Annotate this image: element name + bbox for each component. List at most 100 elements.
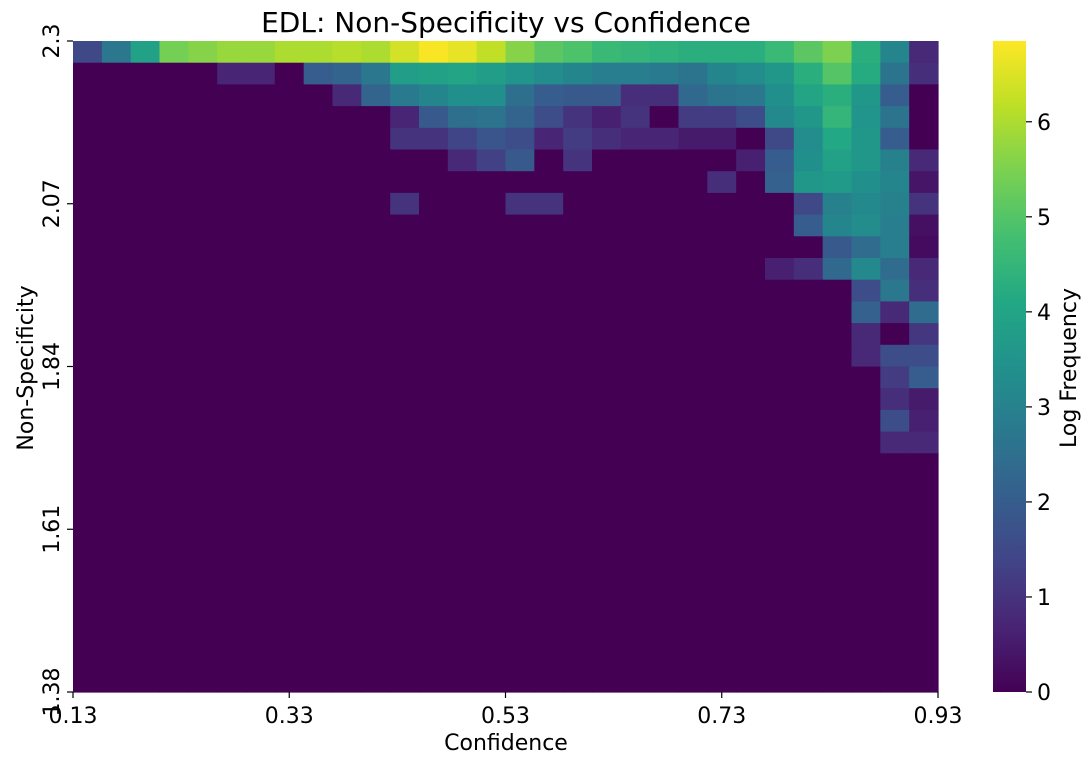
heatmap-cell bbox=[303, 453, 334, 476]
heatmap-cell bbox=[246, 496, 276, 519]
heatmap-cell bbox=[188, 279, 218, 302]
heatmap-cell bbox=[592, 475, 622, 498]
heatmap-cell bbox=[649, 84, 680, 107]
heatmap-cell bbox=[678, 431, 708, 454]
heatmap-cell bbox=[73, 171, 103, 194]
heatmap-cell bbox=[419, 127, 449, 151]
heatmap-cell bbox=[332, 431, 362, 454]
heatmap-cell bbox=[765, 301, 795, 324]
heatmap-cell bbox=[592, 279, 622, 302]
heatmap-cell bbox=[678, 214, 708, 237]
heatmap-cell bbox=[390, 431, 420, 454]
heatmap-cell bbox=[130, 192, 161, 216]
heatmap-cell bbox=[476, 84, 507, 107]
heatmap-cell bbox=[390, 388, 420, 411]
heatmap-cell bbox=[73, 323, 103, 346]
heatmap-cell bbox=[101, 475, 132, 498]
heatmap-cell bbox=[217, 583, 247, 606]
heatmap-cell bbox=[765, 496, 795, 519]
heatmap-cell bbox=[303, 214, 334, 237]
heatmap-cell bbox=[592, 626, 622, 650]
heatmap-cell bbox=[793, 301, 824, 324]
heatmap-cell bbox=[447, 496, 478, 519]
heatmap-cell bbox=[303, 149, 334, 172]
heatmap-cell bbox=[765, 475, 795, 498]
heatmap-cell bbox=[592, 323, 622, 346]
heatmap-cell bbox=[707, 258, 737, 281]
heatmap-cell bbox=[909, 518, 939, 541]
heatmap-cell bbox=[649, 583, 680, 606]
heatmap-cell bbox=[649, 192, 680, 216]
heatmap-cell bbox=[678, 236, 708, 259]
heatmap-cell bbox=[303, 388, 334, 411]
heatmap-cell bbox=[188, 561, 218, 585]
heatmap-cell bbox=[736, 258, 766, 281]
heatmap-cell bbox=[130, 127, 161, 151]
heatmap-cell bbox=[419, 192, 449, 216]
heatmap-cell bbox=[736, 561, 766, 585]
heatmap-cell bbox=[476, 106, 507, 129]
heatmap-cell bbox=[822, 496, 853, 519]
heatmap-cell bbox=[649, 648, 680, 671]
heatmap-cell bbox=[822, 41, 853, 64]
heatmap-cell bbox=[101, 106, 132, 129]
heatmap-cell bbox=[361, 84, 391, 107]
heatmap-cell bbox=[592, 670, 622, 693]
heatmap-cell bbox=[707, 323, 737, 346]
heatmap-cell bbox=[793, 431, 824, 454]
heatmap-cell bbox=[880, 409, 910, 433]
heatmap-cell bbox=[274, 279, 305, 302]
heatmap-cell bbox=[765, 84, 795, 107]
heatmap-cell bbox=[188, 670, 218, 693]
heatmap-cell bbox=[361, 171, 391, 194]
heatmap-cell bbox=[332, 62, 362, 85]
heatmap-cell bbox=[563, 84, 593, 107]
heatmap-cell bbox=[505, 561, 535, 585]
heatmap-cell bbox=[447, 366, 478, 389]
heatmap-cell bbox=[188, 171, 218, 194]
heatmap-cell bbox=[793, 258, 824, 281]
heatmap-cell bbox=[73, 475, 103, 498]
heatmap-cell bbox=[303, 670, 334, 693]
heatmap-cell bbox=[217, 192, 247, 216]
heatmap-cell bbox=[793, 475, 824, 498]
heatmap-cell bbox=[303, 409, 334, 433]
heatmap-cell bbox=[736, 62, 766, 85]
heatmap-cell bbox=[188, 258, 218, 281]
heatmap-cell bbox=[880, 192, 910, 216]
heatmap-cell bbox=[505, 366, 535, 389]
heatmap-cell bbox=[419, 236, 449, 259]
heatmap-cell bbox=[765, 279, 795, 302]
heatmap-cell bbox=[505, 323, 535, 346]
heatmap-cell bbox=[188, 388, 218, 411]
heatmap-cell bbox=[130, 41, 161, 64]
heatmap-cell bbox=[188, 540, 218, 563]
heatmap-cell bbox=[822, 561, 853, 585]
heatmap-cell bbox=[678, 475, 708, 498]
heatmap-cell bbox=[822, 106, 853, 129]
heatmap-cell bbox=[130, 518, 161, 541]
heatmap-cell bbox=[217, 388, 247, 411]
heatmap-cell bbox=[332, 301, 362, 324]
heatmap-cell bbox=[332, 540, 362, 563]
heatmap-cell bbox=[101, 540, 132, 563]
heatmap-cell bbox=[880, 344, 910, 368]
heatmap-cell bbox=[534, 518, 564, 541]
heatmap-cell bbox=[765, 388, 795, 411]
heatmap-cell bbox=[390, 366, 420, 389]
heatmap-cell bbox=[476, 388, 507, 411]
heatmap-cell bbox=[159, 344, 189, 368]
heatmap-cell bbox=[274, 670, 305, 693]
heatmap-cell bbox=[678, 409, 708, 433]
heatmap-cell bbox=[361, 41, 391, 64]
heatmap-cell bbox=[246, 388, 276, 411]
heatmap-cell bbox=[419, 62, 449, 85]
heatmap-cell bbox=[793, 540, 824, 563]
heatmap-cell bbox=[765, 431, 795, 454]
heatmap-cell bbox=[505, 453, 535, 476]
heatmap-cell bbox=[303, 518, 334, 541]
heatmap-cell bbox=[707, 214, 737, 237]
heatmap-cell bbox=[217, 258, 247, 281]
heatmap-cell bbox=[217, 301, 247, 324]
heatmap-cell bbox=[707, 648, 737, 671]
